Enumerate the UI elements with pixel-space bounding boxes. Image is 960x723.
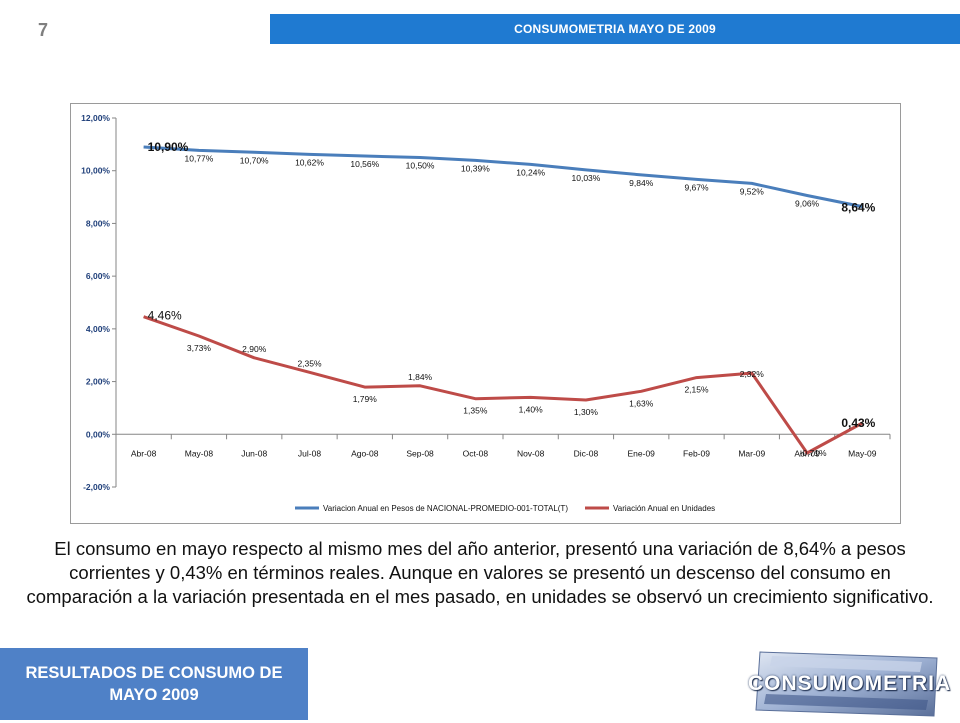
header-title: CONSUMOMETRIA MAYO DE 2009 (514, 22, 716, 36)
data-label: 2,90% (242, 344, 267, 354)
data-label: 1,63% (629, 398, 654, 408)
data-label: 9,06% (795, 198, 820, 208)
y-tick-label: 2,00% (86, 377, 111, 387)
series-line-1 (143, 145, 863, 209)
data-label: 10,70% (240, 155, 269, 165)
data-label: 1,84% (408, 372, 433, 382)
data-label: 9,67% (684, 182, 709, 192)
y-tick-label: 10,00% (81, 166, 110, 176)
data-label: 10,62% (295, 157, 324, 167)
x-tick-label: Feb-09 (683, 448, 710, 458)
x-tick-label: Oct-08 (463, 448, 489, 458)
chart-canvas: -2,00% 0,00% 2,00% 4,00% 6,00% 8,00% 10,00% 12,… (81, 113, 891, 513)
y-tick-label: 6,00% (86, 271, 111, 281)
footer-box: RESULTADOS DE CONSUMO DE MAYO 2009 (0, 648, 308, 720)
data-label: 2,32% (740, 369, 765, 379)
data-label: 10,39% (461, 163, 490, 173)
y-tick-label: 12,00% (81, 113, 110, 123)
data-label: 10,24% (516, 167, 545, 177)
logo-text: CONSUMOMETRIA (748, 672, 952, 695)
header-bar: CONSUMOMETRIA MAYO DE 2009 (270, 14, 960, 44)
x-tick-label: Sep-08 (406, 448, 434, 458)
data-label: 0,43% (841, 416, 875, 430)
y-tick-label: 8,00% (86, 218, 111, 228)
y-tick-label: 4,00% (86, 324, 111, 334)
x-tick-label: Abr-08 (131, 448, 157, 458)
data-label: -0,71% (800, 448, 827, 458)
page-number: 7 (38, 20, 49, 40)
legend-label-2: Variación Anual en Unidades (613, 504, 715, 513)
data-label: 2,35% (297, 358, 322, 368)
data-label: 9,52% (740, 186, 765, 196)
data-label: 10,56% (350, 159, 379, 169)
data-label: 1,40% (519, 404, 544, 414)
x-tick-label: May-08 (185, 448, 214, 458)
data-label: 8,64% (841, 201, 875, 215)
x-tick-label: Dic-08 (574, 448, 599, 458)
x-tick-label: Jul-08 (298, 448, 321, 458)
data-label: 10,90% (148, 140, 189, 154)
footer-title: RESULTADOS DE CONSUMO DE MAYO 2009 (25, 664, 283, 704)
x-tick-label: Ago-08 (351, 448, 379, 458)
summary-paragraph: El consumo en mayo respecto al mismo mes… (26, 538, 934, 607)
y-tick-label: 0,00% (86, 429, 111, 439)
x-tick-label: Ene-09 (628, 448, 656, 458)
data-label: 4,46% (148, 309, 182, 323)
logo-graphic (755, 651, 938, 717)
data-label: 10,77% (185, 153, 214, 163)
line-chart: -2,00% 0,00% 2,00% 4,00% 6,00% 8,00% 10,00% 12,… (70, 103, 901, 524)
data-label: 10,50% (406, 161, 435, 171)
data-label: 1,35% (463, 406, 488, 416)
y-tick-label: -2,00% (83, 482, 110, 492)
x-tick-label: May-09 (848, 448, 877, 458)
legend-label-1: Variacion Anual en Pesos de NACIONAL-PRO… (323, 504, 568, 513)
consumometria-logo: CONSUMOMETRIA (742, 650, 950, 718)
data-label: 3,73% (187, 343, 212, 353)
data-label: 1,79% (353, 394, 378, 404)
data-label: 1,30% (574, 407, 599, 417)
series-line-2 (143, 315, 864, 455)
x-tick-label: Nov-08 (517, 448, 545, 458)
data-label: 2,15% (684, 385, 709, 395)
x-tick-label: Mar-09 (738, 448, 765, 458)
data-label: 9,84% (629, 178, 654, 188)
data-label: 10,03% (572, 173, 601, 183)
x-tick-label: Jun-08 (241, 448, 267, 458)
